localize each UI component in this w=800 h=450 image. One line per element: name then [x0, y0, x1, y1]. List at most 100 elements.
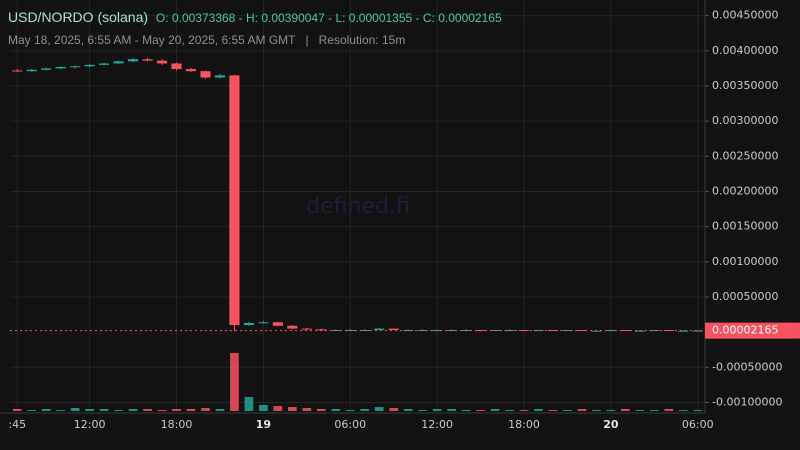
y-tick-label: 0.00100000 [712, 255, 778, 268]
candle-body [316, 329, 327, 331]
volume-bar [230, 353, 239, 411]
volume-bar [259, 405, 268, 411]
volume-bar [447, 409, 456, 411]
watermark: defined.fi [306, 194, 410, 219]
candle-body [200, 71, 211, 78]
separator: | [305, 33, 309, 47]
volume-bar [592, 410, 601, 411]
y-tick-label: 0.00350000 [712, 79, 778, 92]
x-tick-label: 18:00 [508, 418, 540, 431]
open-value: 0.00373368 [171, 11, 236, 25]
volume-bar [316, 409, 326, 411]
high-value: 0.00390047 [261, 11, 325, 25]
volume-bar [519, 410, 529, 411]
volume-bar [128, 409, 138, 411]
candle-body [128, 59, 139, 62]
header: USD/NORDO (solana) O: 0.00373368 - H: 0.… [8, 9, 502, 25]
volume-bar [505, 410, 514, 411]
volume-bar [302, 408, 312, 411]
y-tick-label: 0.00450000 [712, 9, 778, 22]
volume-bar [432, 409, 442, 411]
y-tick-label: 0.00150000 [712, 220, 778, 233]
candle-body [26, 69, 37, 72]
candle-body [562, 330, 573, 332]
candle-body [84, 64, 95, 67]
open-label: O: [155, 11, 169, 25]
candle-body [403, 330, 414, 332]
volume-bar [621, 409, 630, 411]
volume-bar [201, 408, 210, 411]
candle-body [12, 70, 23, 72]
volume-bar [143, 409, 152, 411]
volume-bar [360, 409, 370, 411]
volume-bar [27, 410, 37, 411]
volume-bar [490, 409, 500, 411]
candle-body [649, 330, 660, 332]
close-value: 0.00002165 [438, 11, 502, 25]
candle-body [258, 322, 269, 324]
close-label: C: [422, 11, 435, 25]
candle-body [359, 330, 370, 332]
low-label: L: [335, 11, 346, 25]
x-tick-label: 19 [256, 418, 271, 431]
volume-bar [534, 409, 543, 411]
candle-body [287, 325, 298, 329]
volume-bar [374, 407, 384, 411]
y-tick-label: -0.00050000 [712, 360, 782, 373]
candle-body [229, 75, 240, 326]
volume-bar [389, 408, 399, 411]
x-tick-label: :45 [8, 418, 26, 431]
volume-bar [12, 409, 22, 411]
x-tick-label: 06:00 [682, 418, 714, 431]
y-tick-label: 0.00300000 [712, 114, 778, 127]
last-price-box [705, 322, 800, 339]
candle-body [55, 66, 66, 69]
x-tick-label: 18:00 [161, 418, 193, 431]
candle-body [533, 330, 544, 332]
candle-body [417, 330, 428, 332]
volume-bar [114, 410, 123, 411]
volume-bar [345, 410, 355, 411]
candle-body [432, 330, 443, 332]
volume-bar [664, 409, 674, 411]
candle-body [243, 322, 254, 326]
x-tick-label: 06:00 [334, 418, 366, 431]
volume-bar [244, 397, 254, 411]
volume-bar [41, 409, 51, 411]
last-price-label: 0.00002165 [712, 324, 778, 337]
candle-body [504, 330, 515, 332]
candle-body [692, 330, 703, 332]
candle-body [185, 69, 197, 72]
subheader: May 18, 2025, 6:55 AM - May 20, 2025, 6:… [8, 33, 405, 47]
candle-body [171, 63, 182, 70]
x-tick-label: 12:00 [74, 418, 106, 431]
candle-body [156, 60, 168, 64]
volume-bar [649, 410, 659, 411]
x-tick-label: 12:00 [421, 418, 453, 431]
volume-bar [606, 410, 616, 411]
volume-bar [273, 406, 283, 411]
volume-bar [693, 410, 703, 411]
candle-body [678, 330, 689, 332]
candle-body [374, 328, 385, 331]
volume-bar [403, 409, 413, 411]
candle-body [99, 63, 110, 65]
y-tick-label: 0.00050000 [712, 290, 778, 303]
resolution: Resolution: 15m [318, 33, 406, 47]
low-value: 0.00001355 [348, 11, 413, 25]
volume-bar [563, 410, 572, 411]
volume-bar [56, 410, 66, 411]
candle-body [214, 75, 226, 78]
candle-body [388, 328, 399, 331]
volume-bar [461, 410, 471, 411]
y-tick-label: 0.00400000 [712, 44, 778, 57]
y-tick-label: 0.00200000 [712, 184, 778, 197]
volume-bar [70, 408, 80, 411]
candle-body [113, 61, 124, 64]
volume-bar [85, 409, 94, 411]
candle-body [518, 330, 530, 332]
volume-bar [548, 410, 558, 411]
candle-body [547, 330, 559, 332]
